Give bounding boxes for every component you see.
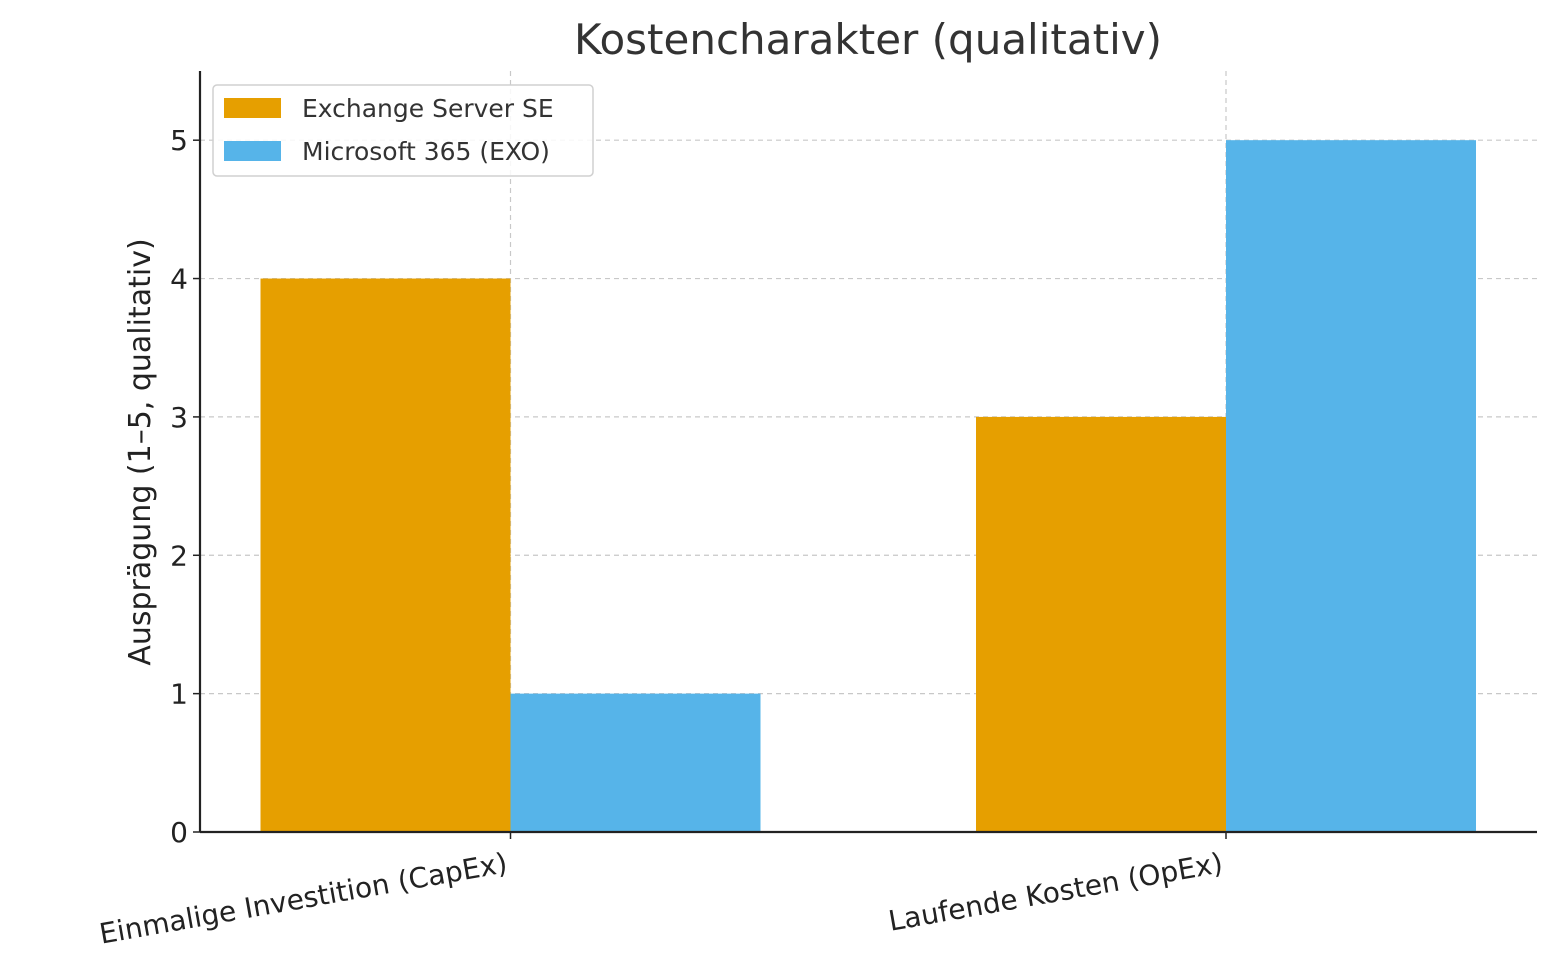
bar-exchange-server-opex xyxy=(976,416,1226,832)
y-tick-label: 4 xyxy=(170,263,188,296)
y-tick-label: 3 xyxy=(170,401,188,434)
legend-swatch xyxy=(224,98,281,118)
bars xyxy=(260,140,1476,833)
bar-microsoft-365-opex xyxy=(1226,140,1476,832)
y-tick-label: 2 xyxy=(170,539,188,572)
x-ticks: Einmalige Investition (CapEx) Laufende Ko… xyxy=(97,832,1227,951)
x-tick-label: Laufende Kosten (OpEx) xyxy=(886,846,1225,937)
legend-label: Exchange Server SE xyxy=(302,94,554,123)
legend-box xyxy=(212,84,594,177)
bar-microsoft-365-capex xyxy=(510,693,761,832)
legend: Exchange Server SE Microsoft 365 (EXO) xyxy=(212,84,594,177)
axes xyxy=(198,71,1537,834)
y-tick-label: 0 xyxy=(170,816,188,849)
legend-label: Microsoft 365 (EXO) xyxy=(302,137,550,166)
y-tick-label: 5 xyxy=(170,124,188,157)
y-tick-label: 1 xyxy=(170,678,188,711)
y-axis-label: Ausprägung (1–5, qualitativ) xyxy=(123,238,158,665)
legend-swatch xyxy=(224,141,281,161)
y-ticks: 0 1 2 3 4 5 xyxy=(170,124,200,849)
chart-title: Kostencharakter (qualitativ) xyxy=(574,15,1162,64)
x-tick-label: Einmalige Investition (CapEx) xyxy=(97,846,510,950)
bar-exchange-server-capex xyxy=(260,278,511,833)
